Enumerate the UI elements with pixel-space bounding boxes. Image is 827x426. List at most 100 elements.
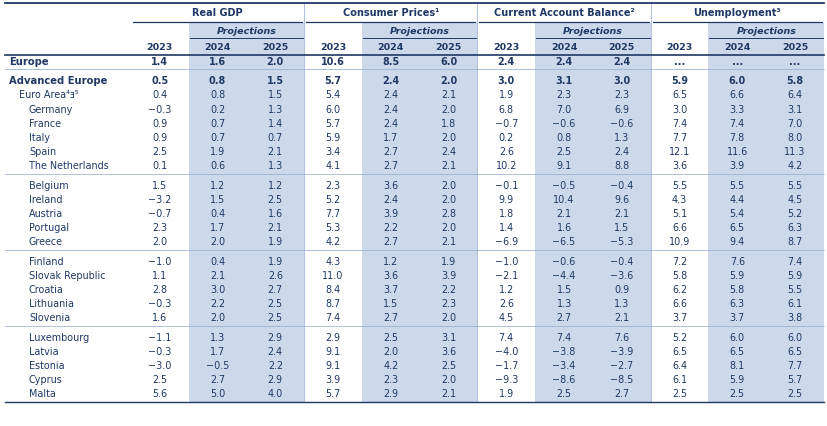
Bar — [304, 3, 477, 23]
Text: 5.9: 5.9 — [729, 375, 744, 385]
Text: 0.8: 0.8 — [556, 133, 571, 143]
Bar — [765, 117, 823, 131]
Bar — [592, 69, 650, 74]
Text: 2.5: 2.5 — [267, 314, 283, 323]
Bar — [361, 297, 419, 311]
Text: 2.0: 2.0 — [210, 314, 225, 323]
Bar — [534, 69, 592, 74]
Text: 4.0: 4.0 — [267, 389, 283, 400]
Text: 7.2: 7.2 — [672, 257, 686, 267]
Text: 12.1: 12.1 — [668, 147, 690, 157]
Text: 0.9: 0.9 — [152, 119, 167, 129]
Text: 5.8: 5.8 — [672, 271, 686, 281]
Bar — [189, 207, 246, 221]
Text: 1.4: 1.4 — [267, 119, 283, 129]
Text: 1.5: 1.5 — [210, 195, 225, 205]
Bar — [592, 131, 650, 145]
Text: 8.8: 8.8 — [614, 161, 629, 172]
Bar — [708, 331, 765, 345]
Bar — [5, 39, 823, 55]
Bar — [708, 207, 765, 221]
Text: 0.9: 0.9 — [614, 285, 629, 295]
Text: 2.4: 2.4 — [267, 347, 283, 357]
Bar — [419, 311, 477, 325]
Text: 0.7: 0.7 — [210, 119, 225, 129]
Bar — [246, 325, 304, 331]
Text: 1.6: 1.6 — [267, 209, 283, 219]
Bar — [534, 159, 592, 174]
Bar — [708, 103, 765, 117]
Bar — [246, 297, 304, 311]
Text: 4.1: 4.1 — [325, 161, 341, 172]
Bar — [246, 331, 304, 345]
Bar — [534, 297, 592, 311]
Bar — [592, 174, 650, 178]
Text: 3.8: 3.8 — [786, 314, 802, 323]
Text: 2.3: 2.3 — [614, 90, 629, 101]
Text: 5.7: 5.7 — [325, 389, 341, 400]
Text: 3.9: 3.9 — [729, 161, 744, 172]
Bar — [189, 103, 246, 117]
Text: 5.4: 5.4 — [729, 209, 744, 219]
Text: 2.3: 2.3 — [556, 90, 571, 101]
Bar — [419, 39, 477, 55]
Text: 9.9: 9.9 — [498, 195, 514, 205]
Bar — [534, 207, 592, 221]
Bar — [419, 207, 477, 221]
Text: Projections: Projections — [562, 26, 622, 35]
Text: 1.8: 1.8 — [498, 209, 514, 219]
Text: −3.2: −3.2 — [148, 195, 171, 205]
Text: 0.9: 0.9 — [152, 133, 167, 143]
Text: −0.7: −0.7 — [148, 209, 171, 219]
Bar — [189, 331, 246, 345]
Text: −0.3: −0.3 — [148, 299, 171, 309]
Bar — [5, 74, 823, 89]
Text: 2.0: 2.0 — [210, 238, 225, 248]
Text: 2.7: 2.7 — [210, 375, 225, 385]
Text: 2.0: 2.0 — [441, 195, 456, 205]
Text: 7.6: 7.6 — [614, 333, 629, 343]
Bar — [765, 74, 823, 89]
Text: 6.2: 6.2 — [672, 285, 686, 295]
Bar — [708, 269, 765, 283]
Bar — [189, 311, 246, 325]
Bar — [189, 250, 246, 255]
Bar — [534, 387, 592, 402]
Bar — [534, 311, 592, 325]
Text: 2.1: 2.1 — [614, 209, 629, 219]
Text: 3.1: 3.1 — [555, 76, 572, 86]
Text: 3.1: 3.1 — [786, 105, 802, 115]
Bar — [189, 74, 246, 89]
Text: Germany: Germany — [29, 105, 74, 115]
Text: 5.7: 5.7 — [324, 76, 342, 86]
Bar — [534, 23, 650, 39]
Bar — [246, 345, 304, 359]
Bar — [419, 255, 477, 269]
Bar — [246, 311, 304, 325]
Text: 5.5: 5.5 — [786, 285, 802, 295]
Text: 7.8: 7.8 — [729, 133, 744, 143]
Text: 4.4: 4.4 — [729, 195, 744, 205]
Bar — [5, 89, 823, 103]
Bar — [361, 69, 419, 74]
Bar — [765, 373, 823, 387]
Text: 3.0: 3.0 — [613, 76, 629, 86]
Text: Lithuania: Lithuania — [29, 299, 74, 309]
Text: 2.4: 2.4 — [383, 105, 398, 115]
Text: −5.3: −5.3 — [609, 238, 633, 248]
Bar — [361, 331, 419, 345]
Text: 8.7: 8.7 — [786, 238, 802, 248]
Bar — [765, 193, 823, 207]
Text: 6.0: 6.0 — [325, 105, 340, 115]
Bar — [246, 131, 304, 145]
Bar — [765, 103, 823, 117]
Text: 1.9: 1.9 — [210, 147, 225, 157]
Bar — [246, 145, 304, 159]
Text: −3.0: −3.0 — [148, 361, 171, 371]
Bar — [5, 23, 823, 39]
Bar — [5, 174, 823, 178]
Bar — [765, 236, 823, 250]
Bar — [592, 159, 650, 174]
Bar — [534, 250, 592, 255]
Bar — [708, 55, 765, 69]
